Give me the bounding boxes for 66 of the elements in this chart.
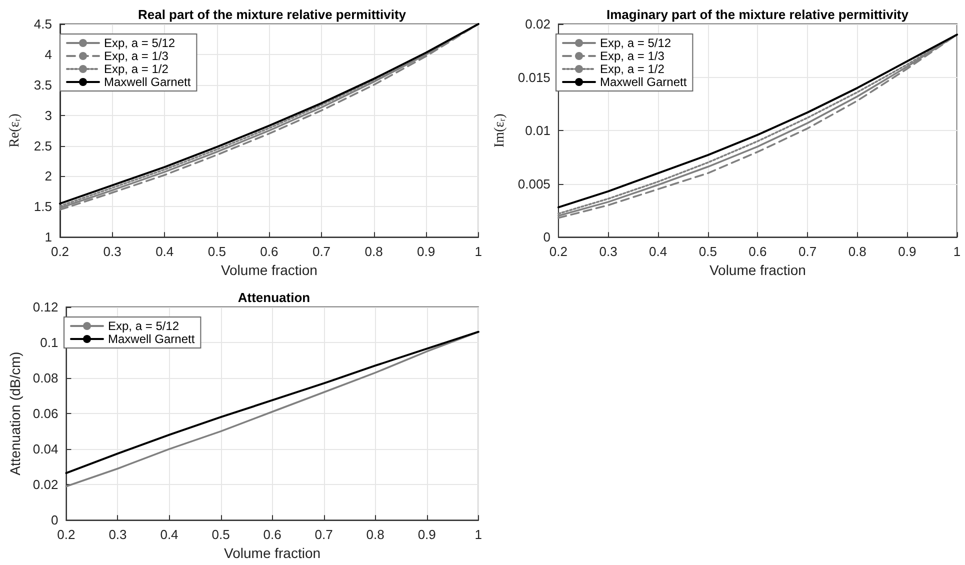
legend-label: Maxwell Garnett bbox=[108, 332, 196, 346]
x-tick-label: 0.9 bbox=[418, 527, 436, 542]
legend-label: Maxwell Garnett bbox=[104, 75, 192, 89]
y-tick-label: 2.5 bbox=[34, 138, 52, 154]
y-tick-label: 0 bbox=[543, 230, 550, 245]
x-axis-title: Volume fraction bbox=[220, 262, 318, 278]
y-tick-label: 0 bbox=[50, 512, 58, 528]
y-tick-label: 0.005 bbox=[518, 176, 550, 192]
x-tick-label: 0.2 bbox=[57, 527, 76, 542]
y-tick-label: 4.5 bbox=[34, 16, 52, 32]
y-tick-label: 0.04 bbox=[32, 442, 58, 457]
y-axis-title: Re(εᵣ) bbox=[8, 113, 22, 148]
y-tick-label: 1 bbox=[44, 230, 52, 245]
x-tick-label: 1 bbox=[953, 244, 961, 260]
x-tick-label: 0.4 bbox=[156, 244, 174, 260]
x-tick-label: 0.9 bbox=[898, 244, 916, 260]
x-tick-label: 0.4 bbox=[160, 527, 178, 542]
y-tick-label: 4 bbox=[44, 46, 52, 62]
chart-title: Imaginary part of the mixture relative permittivity bbox=[606, 7, 910, 22]
y-tick-label: 2 bbox=[44, 168, 52, 184]
x-tick-label: 0.5 bbox=[698, 244, 717, 260]
x-tick-label: 0.9 bbox=[417, 244, 436, 260]
legend-label: Exp, a = 1/3 bbox=[600, 49, 665, 63]
y-tick-label: 3 bbox=[44, 108, 52, 123]
x-tick-label: 0.7 bbox=[798, 244, 817, 260]
x-tick-label: 0.6 bbox=[748, 244, 767, 260]
y-axis-title: Im(εᵣ) bbox=[492, 113, 508, 148]
x-tick-label: 0.8 bbox=[848, 244, 866, 260]
chart-title: Attenuation bbox=[238, 290, 310, 305]
x-tick-label: 0.6 bbox=[260, 244, 278, 260]
y-tick-label: 0.12 bbox=[32, 300, 58, 314]
y-tick-label: 0.015 bbox=[518, 70, 550, 85]
legend-label: Exp, a = 5/12 bbox=[104, 36, 176, 50]
legend-label: Exp, a = 1/3 bbox=[104, 49, 169, 63]
y-tick-label: 3.5 bbox=[34, 77, 52, 92]
x-axis-title: Volume fraction bbox=[224, 545, 321, 561]
chart-title: Real part of the mixture relative permittivity bbox=[138, 7, 407, 22]
x-tick-label: 1 bbox=[474, 244, 482, 260]
x-tick-label: 0.4 bbox=[649, 244, 668, 260]
y-tick-label: 0.08 bbox=[32, 370, 58, 386]
y-tick-label: 0.06 bbox=[32, 406, 58, 422]
x-tick-label: 0.7 bbox=[314, 527, 333, 542]
legend-label: Exp, a = 5/12 bbox=[600, 36, 672, 50]
y-tick-label: 1.5 bbox=[34, 199, 52, 214]
x-tick-label: 0.8 bbox=[364, 244, 383, 260]
x-tick-label: 0.7 bbox=[312, 244, 331, 260]
x-tick-label: 0.3 bbox=[599, 244, 618, 260]
y-tick-label: 0.02 bbox=[32, 477, 58, 492]
legend-label: Exp, a = 5/12 bbox=[108, 319, 180, 333]
x-tick-label: 0.5 bbox=[208, 244, 226, 260]
legend-label: Exp, a = 1/2 bbox=[104, 62, 169, 76]
y-tick-label: 0.1 bbox=[40, 335, 58, 350]
x-tick-label: 0.8 bbox=[366, 527, 384, 542]
x-axis-title: Volume fraction bbox=[709, 262, 806, 278]
x-tick-label: 0.5 bbox=[212, 527, 230, 542]
x-tick-label: 1 bbox=[474, 527, 482, 542]
y-tick-label: 0.01 bbox=[525, 123, 550, 138]
legend-label: Exp, a = 1/2 bbox=[600, 62, 665, 76]
x-tick-label: 0.6 bbox=[263, 527, 282, 542]
x-tick-label: 0.3 bbox=[103, 244, 122, 260]
legend-label: Maxwell Garnett bbox=[600, 75, 688, 89]
y-tick-label: 0.02 bbox=[525, 16, 550, 32]
x-tick-label: 0.2 bbox=[50, 244, 70, 260]
x-tick-label: 0.2 bbox=[549, 244, 568, 260]
y-axis-title: Attenuation (dB/cm) bbox=[7, 352, 23, 476]
x-tick-label: 0.3 bbox=[108, 527, 127, 542]
